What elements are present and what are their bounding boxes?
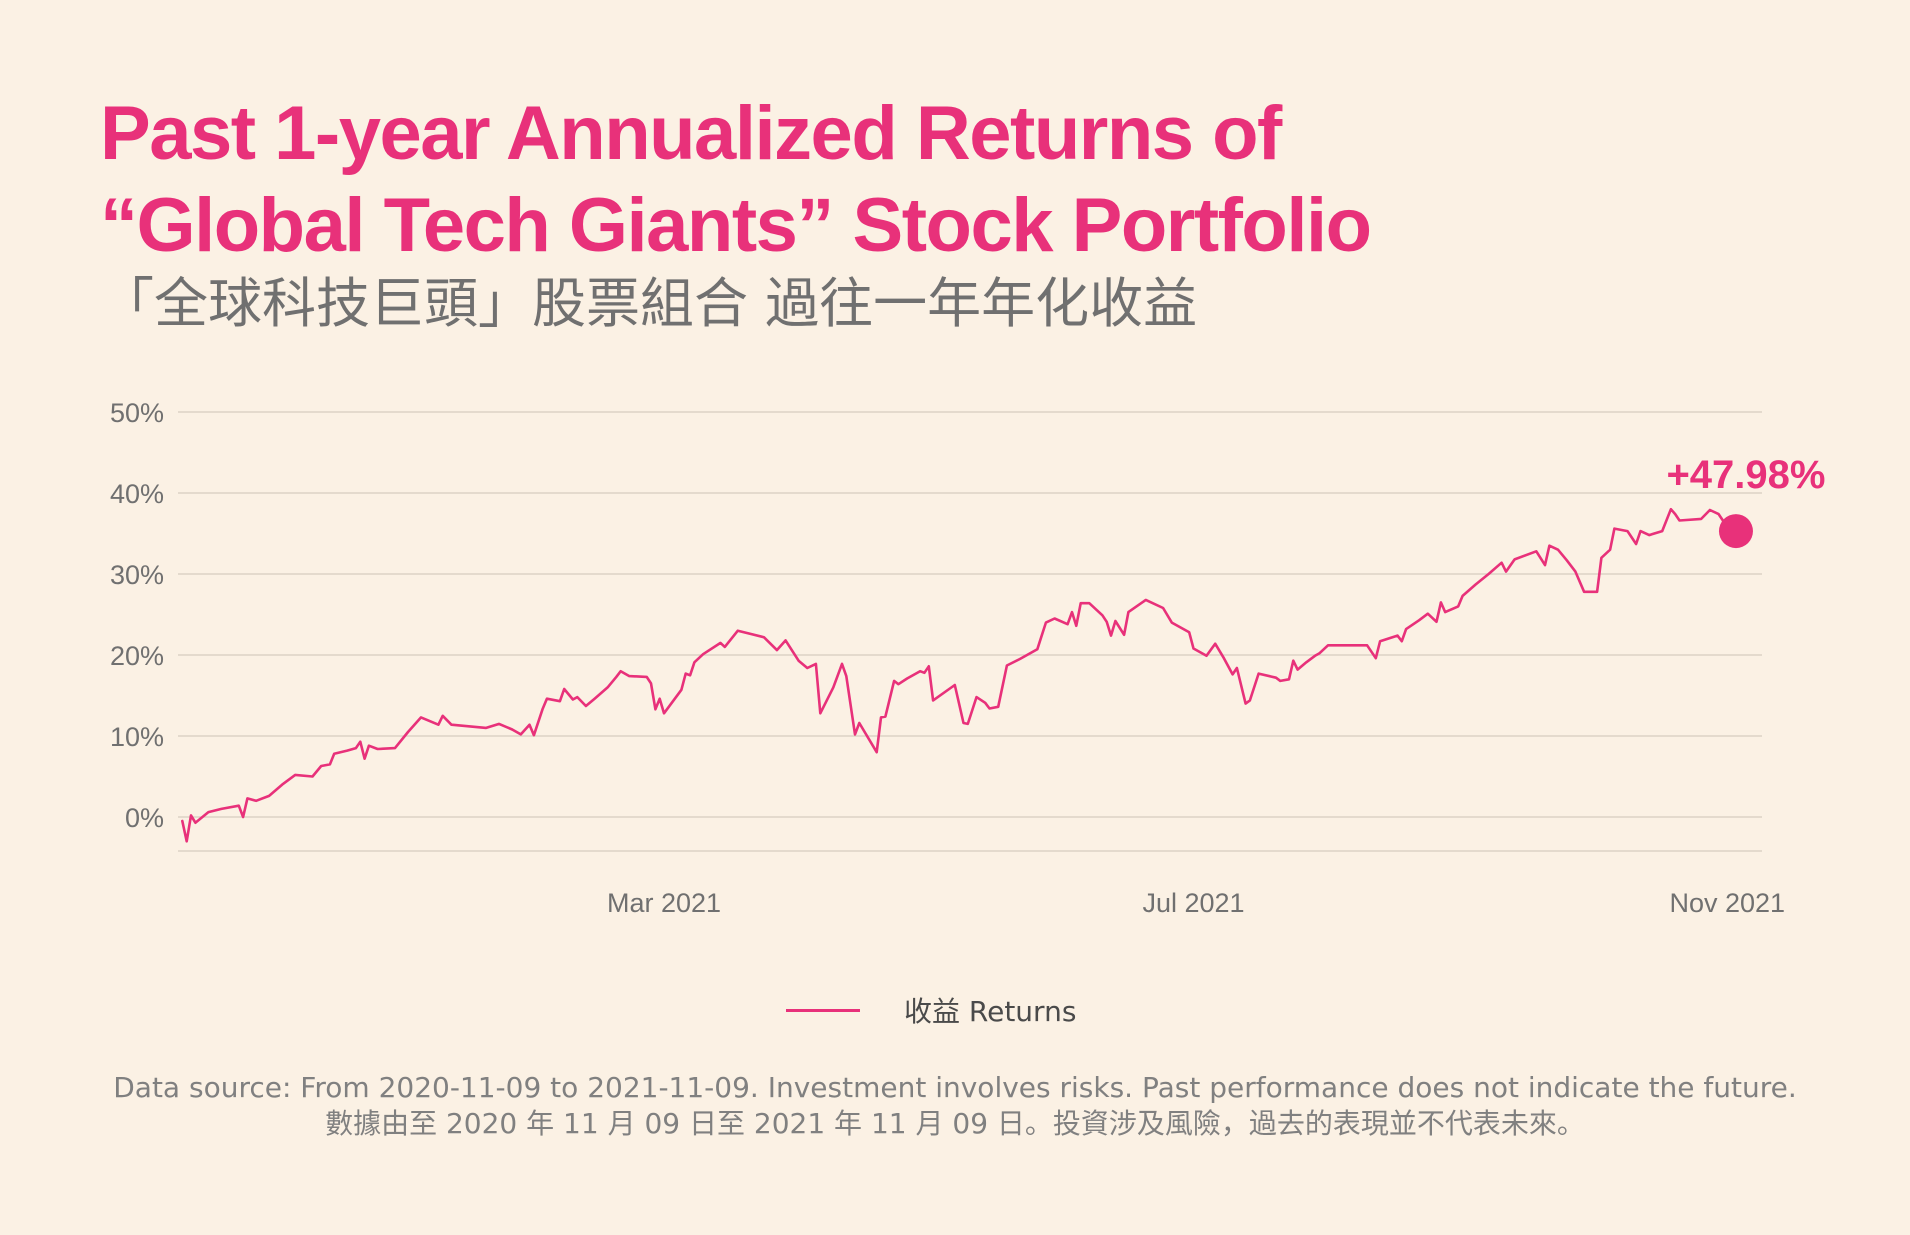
chart-title: Past 1-year Annualized Returns of “Globa… [100, 88, 1700, 272]
legend-label: 收益 Returns [904, 995, 1077, 1028]
grid-layer [178, 411, 1762, 852]
chart-title-line-2: “Global Tech Giants” Stock Portfolio [100, 183, 1372, 268]
annotation-layer: +47.98% [1666, 453, 1825, 549]
x-tick-label: Nov 2021 [1669, 888, 1785, 918]
series-layer [181, 507, 1738, 843]
y-axis-ticks: 0% 10% 20% 30% 40% 50% [110, 398, 164, 833]
y-tick-label: 40% [110, 479, 164, 509]
x-tick-label: Mar 2021 [607, 888, 721, 918]
legend: 收益 Returns [786, 990, 1076, 1030]
y-tick-label: 10% [110, 722, 164, 752]
y-tick-label: 30% [110, 560, 164, 590]
y-tick-label: 20% [110, 641, 164, 671]
x-tick-label: Jul 2021 [1142, 888, 1244, 918]
footnote-english: Data source: From 2020-11-09 to 2021-11-… [113, 1071, 1797, 1104]
end-point-marker [1718, 514, 1753, 549]
footnote: Data source: From 2020-11-09 to 2021-11-… [0, 1070, 1910, 1142]
y-tick-label: 50% [110, 398, 164, 428]
x-axis-ticks: Mar 2021 Jul 2021 Nov 2021 [607, 888, 1785, 918]
chart-title-line-1: Past 1-year Annualized Returns of [100, 91, 1282, 176]
end-value-label: +47.98% [1666, 453, 1825, 497]
legend-line-swatch [786, 1008, 860, 1012]
chart-subtitle: 「全球科技巨頭」股票組合 過往一年年化收益 [100, 272, 1198, 335]
footnote-chinese: 數據由至 2020 年 11 月 09 日至 2021 年 11 月 09 日。… [325, 1107, 1585, 1140]
y-tick-label: 0% [125, 803, 164, 833]
series-line-returns [181, 507, 1738, 843]
